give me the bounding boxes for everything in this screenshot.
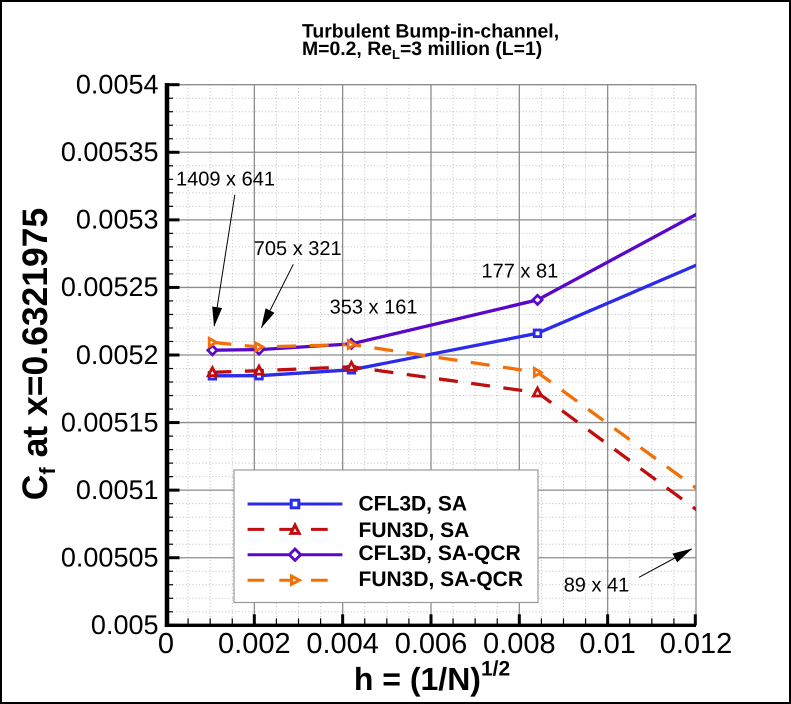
- svg-text:0.004: 0.004: [306, 628, 379, 660]
- svg-text:M=0.2, ReL=3 million (L=1): M=0.2, ReL=3 million (L=1): [302, 38, 542, 62]
- svg-text:Cf at x=0.6321975: Cf at x=0.6321975: [15, 208, 60, 501]
- svg-text:0.00525: 0.00525: [61, 272, 159, 302]
- svg-text:705 x 321: 705 x 321: [254, 238, 342, 260]
- svg-text:0.00535: 0.00535: [61, 137, 159, 167]
- svg-text:FUN3D, SA: FUN3D, SA: [359, 519, 470, 542]
- svg-text:0.002: 0.002: [218, 628, 291, 660]
- svg-text:177 x 81: 177 x 81: [482, 261, 559, 283]
- svg-text:CFL3D, SA-QCR: CFL3D, SA-QCR: [359, 542, 521, 565]
- svg-text:0.0052: 0.0052: [76, 340, 159, 370]
- svg-text:89 x 41: 89 x 41: [564, 575, 630, 597]
- svg-text:CFL3D, SA: CFL3D, SA: [359, 492, 468, 515]
- svg-text:0.012: 0.012: [660, 628, 733, 660]
- svg-text:0.008: 0.008: [483, 628, 556, 660]
- svg-text:353 x 161: 353 x 161: [330, 297, 418, 319]
- svg-text:0.0054: 0.0054: [76, 70, 159, 100]
- svg-text:0.00515: 0.00515: [61, 407, 159, 437]
- svg-text:Turbulent Bump-in-channel,: Turbulent Bump-in-channel,: [302, 21, 559, 43]
- svg-text:0.00505: 0.00505: [61, 543, 159, 573]
- svg-text:h = (1/N)1/2: h = (1/N)1/2: [354, 658, 510, 698]
- svg-text:0.005: 0.005: [91, 610, 159, 640]
- svg-text:0.0053: 0.0053: [76, 205, 159, 235]
- svg-text:0: 0: [158, 628, 174, 660]
- svg-text:0.0051: 0.0051: [76, 475, 159, 505]
- svg-text:FUN3D, SA-QCR: FUN3D, SA-QCR: [359, 568, 524, 591]
- svg-text:0.01: 0.01: [579, 628, 635, 660]
- svg-text:1409 x 641: 1409 x 641: [176, 169, 275, 191]
- svg-text:0.006: 0.006: [395, 628, 468, 660]
